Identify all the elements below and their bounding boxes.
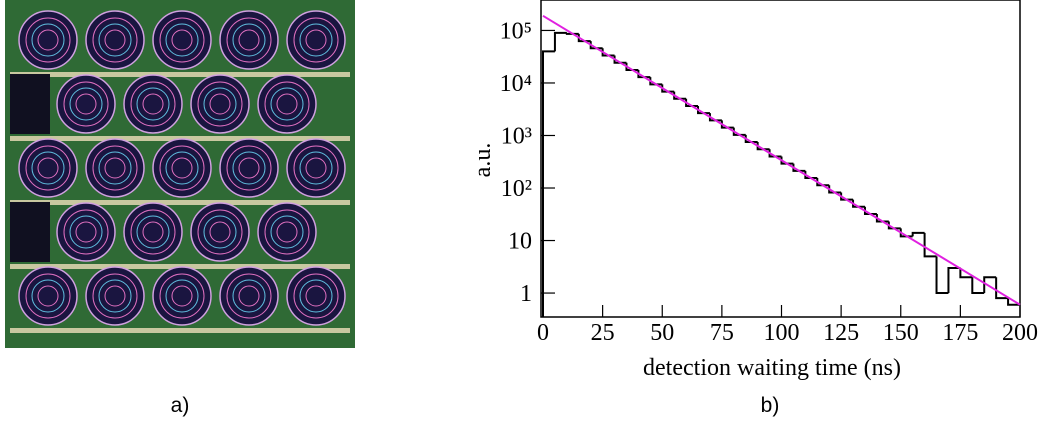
histogram-bin (948, 268, 960, 293)
histogram-bin (698, 106, 710, 113)
histogram-bin (543, 51, 555, 317)
chip-cell (153, 11, 211, 69)
x-tick-label: 75 (710, 320, 734, 346)
chip-cell (287, 11, 345, 69)
chip-gap (10, 202, 50, 262)
x-tick-label: 125 (823, 320, 859, 346)
chip-cell (19, 139, 77, 197)
chip-cell (220, 11, 278, 69)
x-tick-label: 100 (764, 320, 800, 346)
histogram-bin (746, 135, 758, 142)
histogram-bin (913, 233, 925, 237)
chip-cell (57, 203, 115, 261)
chip-gap (10, 74, 50, 134)
caption: a) (171, 394, 190, 417)
chip-cell (86, 267, 144, 325)
histogram-bin (793, 164, 805, 171)
chip-cell (19, 267, 77, 325)
histogram-bin (770, 149, 782, 156)
histogram-bin (937, 256, 949, 293)
y-tick-label: 10⁴ (500, 71, 532, 97)
histogram-bin (829, 185, 841, 192)
y-tick-label: 1 (520, 281, 532, 307)
x-tick-label: 175 (942, 320, 978, 346)
chip-cell (220, 267, 278, 325)
x-tick-label: 150 (883, 320, 919, 346)
histogram-bin (734, 128, 746, 135)
chip-rail (10, 72, 350, 77)
chip-cell (153, 139, 211, 197)
y-axis-label: a.u. (470, 143, 496, 178)
chip-rail (10, 328, 350, 333)
x-axis-label: detection waiting time (ns) (643, 355, 901, 381)
figure: a) b) detection waiting time (ns) a.u. 0… (0, 0, 1049, 427)
chip-cell (86, 11, 144, 69)
y-tick-label: 10⁵ (500, 18, 532, 44)
chip-rail (10, 200, 350, 205)
chip-cell (287, 267, 345, 325)
histogram-bin (758, 142, 770, 149)
chip-cell (86, 139, 144, 197)
chip-cell (220, 139, 278, 197)
chip-cell (191, 75, 249, 133)
chip-cell (19, 11, 77, 69)
x-tick-label: 200 (1002, 320, 1038, 346)
chip-cell (124, 203, 182, 261)
fit-line (543, 16, 1020, 305)
histogram-bin (710, 113, 722, 120)
chip-cell (153, 267, 211, 325)
x-tick-label: 25 (591, 320, 615, 346)
caption: b) (761, 394, 780, 417)
y-tick-label: 10² (501, 176, 532, 202)
y-tick-label: 10³ (501, 123, 532, 149)
chip-cell (57, 75, 115, 133)
x-tick-label: 0 (537, 320, 549, 346)
page: {"captions": ["a)", "b)"], "chart_data":… (0, 0, 1049, 427)
histogram-bin (782, 156, 794, 163)
chip-cell (124, 75, 182, 133)
histogram-bin (722, 120, 734, 127)
x-tick-label: 50 (650, 320, 674, 346)
chip-cell (191, 203, 249, 261)
y-tick-label: 10 (508, 229, 532, 255)
chip-layout-image (5, 0, 355, 348)
chip-cell (258, 203, 316, 261)
histogram-bin (877, 214, 889, 222)
chip-cell (287, 139, 345, 197)
histogram-bin (555, 33, 567, 51)
chip-cell (258, 75, 316, 133)
